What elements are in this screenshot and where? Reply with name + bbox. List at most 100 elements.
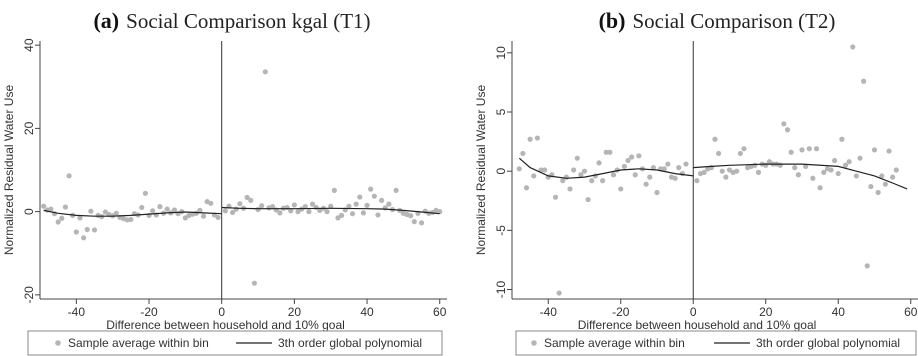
data-point [879, 173, 885, 179]
y-axis-label: Normalized Residual Water Use [474, 85, 488, 256]
data-point [309, 201, 316, 207]
data-point [868, 183, 874, 190]
data-point [157, 204, 163, 210]
data-point [62, 204, 69, 210]
data-point [102, 209, 109, 215]
data-point [563, 174, 569, 180]
data-point [806, 146, 812, 152]
data-point [672, 175, 678, 181]
data-point [324, 209, 330, 215]
x-tick-label: 0 [218, 305, 225, 319]
panel-title-text: Social Comparison kgal (T1) [126, 9, 370, 33]
data-point [139, 204, 145, 211]
x-axis-label: Difference between household and 10% goa… [578, 318, 817, 332]
data-point [647, 174, 653, 180]
data-point [335, 215, 341, 221]
data-point [585, 196, 591, 203]
data-point [571, 167, 577, 173]
data-point [222, 208, 228, 214]
data-point [842, 162, 849, 168]
data-point [683, 161, 689, 167]
data-point [716, 150, 722, 157]
x-tick-label: -40 [68, 305, 86, 319]
data-point [91, 227, 98, 233]
y-tick-label: -10 [494, 281, 508, 299]
data-point [371, 193, 377, 199]
data-point [875, 189, 881, 196]
y-tick-label: -20 [22, 286, 36, 304]
y-tick-label: 0 [494, 168, 508, 175]
data-point [331, 187, 337, 193]
data-point [861, 78, 867, 84]
data-point [712, 136, 718, 142]
data-point [603, 149, 609, 155]
fit-curve-right [693, 163, 908, 190]
data-point [552, 194, 559, 200]
data-point [654, 189, 660, 196]
data-point [516, 166, 522, 172]
data-point [694, 178, 700, 184]
data-point [48, 206, 54, 212]
data-point [368, 186, 374, 192]
data-point [353, 201, 359, 207]
data-point [437, 209, 443, 215]
scatter-points [516, 44, 899, 296]
legend-label-curve: 3th order global polynomial [756, 336, 900, 350]
data-point [636, 153, 642, 159]
data-point [77, 215, 83, 221]
data-point [839, 136, 845, 142]
data-point [55, 219, 61, 225]
data-point [556, 290, 562, 296]
data-point [893, 167, 899, 173]
data-point [661, 166, 667, 172]
data-point [832, 157, 838, 164]
data-point [886, 148, 892, 154]
data-point [679, 170, 685, 177]
data-point [857, 155, 863, 161]
data-point [520, 150, 526, 157]
legend-label-curve: 3th order global polynomial [278, 336, 422, 350]
data-point [788, 149, 794, 155]
x-tick-label: 20 [288, 305, 302, 319]
data-point [229, 209, 236, 216]
data-point [817, 185, 823, 191]
data-point [741, 146, 747, 152]
data-point [629, 154, 635, 160]
x-tick-label: 40 [360, 305, 374, 319]
data-point [251, 280, 258, 286]
data-point [233, 206, 239, 212]
data-point [610, 172, 617, 178]
data-point [632, 172, 638, 178]
data-point [531, 173, 537, 179]
x-tick-label: 20 [759, 305, 773, 319]
fit-curve-left [43, 209, 222, 217]
data-point [364, 202, 370, 208]
data-point [527, 136, 533, 142]
data-point [625, 157, 631, 164]
data-point [295, 209, 301, 215]
data-point [574, 155, 580, 161]
data-point [752, 162, 758, 168]
data-point [411, 219, 417, 225]
data-point [871, 147, 878, 153]
data-point [850, 44, 856, 50]
data-point [291, 202, 297, 208]
data-point [813, 146, 820, 152]
data-point [560, 178, 566, 184]
data-point [853, 173, 859, 179]
data-point [277, 210, 283, 216]
y-tick-label: 10 [494, 46, 508, 60]
x-tick-label: -40 [540, 305, 558, 319]
data-point [542, 167, 548, 173]
data-point [538, 167, 544, 173]
y-tick-label: 0 [22, 208, 36, 215]
data-point [408, 213, 414, 219]
data-point [890, 174, 896, 180]
y-tick-label: 20 [22, 121, 36, 135]
data-point [821, 169, 827, 175]
data-point [676, 165, 682, 171]
data-point [237, 201, 243, 207]
data-point [150, 208, 156, 214]
data-point [643, 181, 649, 187]
